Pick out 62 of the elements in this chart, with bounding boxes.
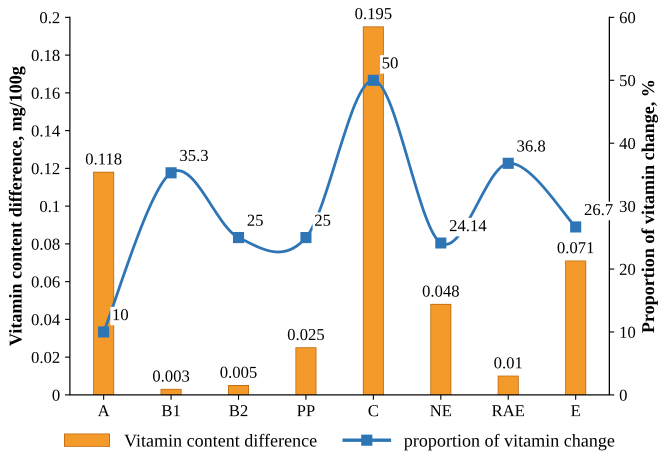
y-tick-label: 0.18 bbox=[32, 50, 60, 62]
y-tick-label: 0.06 bbox=[32, 276, 60, 288]
point bbox=[502, 158, 514, 169]
y-tick-label: 0.16 bbox=[32, 88, 60, 99]
y2-tick-label: 30 bbox=[620, 200, 636, 212]
y2-tick-label: 0 bbox=[620, 390, 627, 401]
x-tick-label: RAE bbox=[492, 405, 524, 416]
y2-tick-label: 10 bbox=[620, 326, 636, 338]
point bbox=[166, 167, 177, 178]
data-label: 36.8 bbox=[517, 140, 546, 152]
data-label: 0.195 bbox=[355, 8, 392, 20]
y-tick-label: 0.1 bbox=[40, 200, 60, 212]
data-label: 35.3 bbox=[180, 150, 208, 162]
bar bbox=[295, 347, 316, 395]
data-label: 25 bbox=[248, 214, 263, 226]
bar bbox=[565, 260, 586, 395]
data-label: 25 bbox=[315, 214, 330, 226]
data-label: 0.003 bbox=[152, 370, 190, 382]
x-tick-label: B1 bbox=[162, 405, 180, 416]
y-tick-label: 0 bbox=[52, 390, 60, 401]
y-tick-label: 0.04 bbox=[32, 314, 60, 326]
legend-label: proportion of vitamin change bbox=[404, 434, 614, 450]
x-tick-label: C bbox=[368, 405, 378, 416]
y-tick-label: 0.08 bbox=[32, 238, 60, 250]
bar bbox=[498, 376, 519, 395]
data-label: 26.7 bbox=[584, 204, 613, 216]
data-label: 0.005 bbox=[220, 366, 257, 378]
data-label: 0.071 bbox=[558, 242, 594, 254]
y-tick-label: 0.12 bbox=[32, 163, 60, 174]
y-tick-label: 0.14 bbox=[32, 125, 60, 137]
bar bbox=[430, 304, 452, 395]
legend-label: Vitamin content difference bbox=[124, 434, 316, 447]
bar bbox=[160, 388, 182, 395]
bar bbox=[228, 385, 250, 395]
y2-tick-label: 20 bbox=[620, 264, 636, 275]
data-label: 0.025 bbox=[288, 328, 324, 340]
y2-tick-label: 40 bbox=[619, 138, 636, 150]
point bbox=[570, 221, 582, 232]
point bbox=[435, 237, 446, 249]
data-label: 0.01 bbox=[494, 357, 522, 369]
y-axis-title: Vitamin content difference, mg/100g bbox=[8, 66, 26, 346]
x-tick-label: E bbox=[571, 405, 580, 416]
data-label: 24.14 bbox=[450, 220, 486, 232]
y2-tick-label: 50 bbox=[620, 74, 636, 86]
y2-tick-label: 60 bbox=[620, 12, 636, 24]
point bbox=[368, 74, 379, 86]
data-label: 0.048 bbox=[422, 285, 459, 297]
bar bbox=[93, 172, 114, 395]
point bbox=[232, 232, 244, 244]
bar bbox=[362, 26, 384, 395]
x-tick-label: PP bbox=[297, 405, 315, 416]
data-label: 50 bbox=[382, 57, 398, 69]
x-tick-label: B2 bbox=[229, 405, 248, 416]
y-tick-label: 0.02 bbox=[32, 352, 60, 364]
point bbox=[98, 326, 110, 338]
y2-axis-title: Proportion of vitamin change, % bbox=[641, 80, 658, 333]
x-tick-label: A bbox=[98, 405, 110, 416]
x-tick-label: NE bbox=[430, 405, 452, 416]
data-label: 10 bbox=[113, 309, 128, 320]
y-tick-label: 0.2 bbox=[40, 12, 60, 24]
data-label: 0.118 bbox=[86, 153, 122, 165]
point bbox=[300, 232, 312, 244]
